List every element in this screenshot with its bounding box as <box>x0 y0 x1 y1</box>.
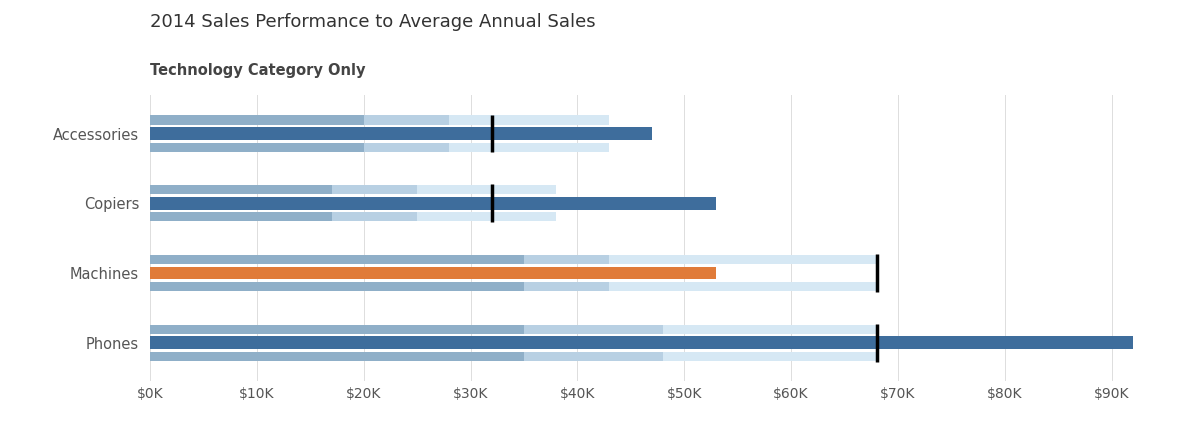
Bar <box>150 325 663 334</box>
Bar <box>150 255 609 264</box>
Bar <box>150 282 609 291</box>
Bar <box>150 282 524 291</box>
Bar <box>150 267 716 279</box>
Bar <box>150 185 417 194</box>
Bar <box>150 185 331 194</box>
Bar <box>150 142 609 152</box>
Bar <box>150 325 524 334</box>
Bar <box>150 255 877 264</box>
Bar <box>150 352 524 361</box>
Text: Technology Category Only: Technology Category Only <box>150 63 365 78</box>
Bar <box>150 212 556 221</box>
Bar <box>150 116 449 125</box>
Bar <box>150 352 663 361</box>
Bar <box>150 212 331 221</box>
Bar <box>150 116 609 125</box>
Bar <box>150 255 524 264</box>
Bar <box>150 336 1133 349</box>
Bar <box>150 197 716 210</box>
Bar <box>150 282 877 291</box>
Bar <box>150 352 877 361</box>
Bar <box>150 116 364 125</box>
Bar <box>150 185 556 194</box>
Bar <box>150 325 877 334</box>
Bar <box>150 142 449 152</box>
Text: 2014 Sales Performance to Average Annual Sales: 2014 Sales Performance to Average Annual… <box>150 13 596 31</box>
Bar <box>150 212 417 221</box>
Bar <box>150 127 652 140</box>
Bar <box>150 142 364 152</box>
